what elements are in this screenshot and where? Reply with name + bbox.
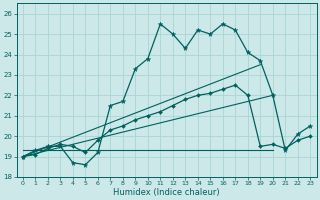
X-axis label: Humidex (Indice chaleur): Humidex (Indice chaleur) (113, 188, 220, 197)
